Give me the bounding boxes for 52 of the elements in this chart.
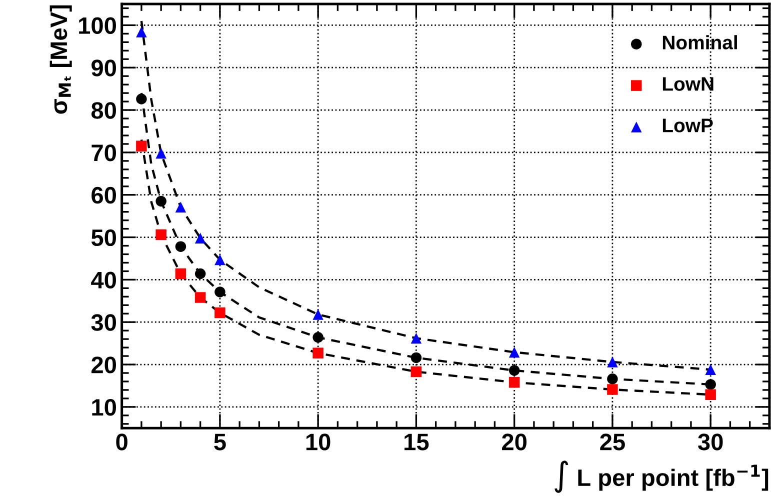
point [607,356,618,368]
y-tick-label: 60 [92,186,116,204]
x-tick-label: 15 [404,434,429,450]
point [312,348,324,358]
y-axis-title: σ$_{Mₜ}$ [MeV] [50,5,72,114]
y-tick-label: 80 [91,102,116,119]
y-tick-label: 30 [91,314,116,331]
point [194,232,206,244]
point [214,254,226,266]
point [508,365,520,376]
x-tick-label: 10 [306,434,330,450]
y-tick-label: 40 [91,272,116,288]
point [607,374,618,384]
point [705,379,716,390]
y-tick-label: 90 [92,60,116,76]
point [136,140,147,152]
point [508,346,520,358]
point [136,26,147,38]
point [312,332,324,343]
y-tick-label: 50 [91,229,116,246]
point [508,376,520,388]
point [410,352,422,364]
point [410,366,422,378]
x-tick-label: 25 [600,434,625,450]
point [705,389,716,400]
x-axis-title: ∫ L per point [fb$^{−1}$] [554,460,768,493]
point [194,268,206,280]
point [175,241,186,252]
point [214,286,226,298]
point [410,332,422,344]
x-tick-label: 0 [116,434,128,450]
y-tick-label: 70 [92,144,116,162]
point [136,94,147,104]
point [156,196,166,207]
point [312,309,324,320]
point [607,384,618,395]
y-tick-label: 10 [92,399,116,416]
point [175,268,186,280]
point [214,307,226,318]
point [156,229,166,240]
legend-label: Nominal [662,35,737,50]
point [705,364,716,375]
x-tick-label: 30 [698,434,723,450]
y-tick-label: 20 [92,356,116,374]
point [175,202,186,213]
point [194,292,206,303]
x-tick-label: 5 [214,434,226,450]
legend-label: LowP [662,118,713,132]
point [156,148,166,159]
x-tick-label: 20 [502,434,526,450]
y-tick-label: 100 [79,17,116,34]
legend-label: LowN [662,77,714,91]
